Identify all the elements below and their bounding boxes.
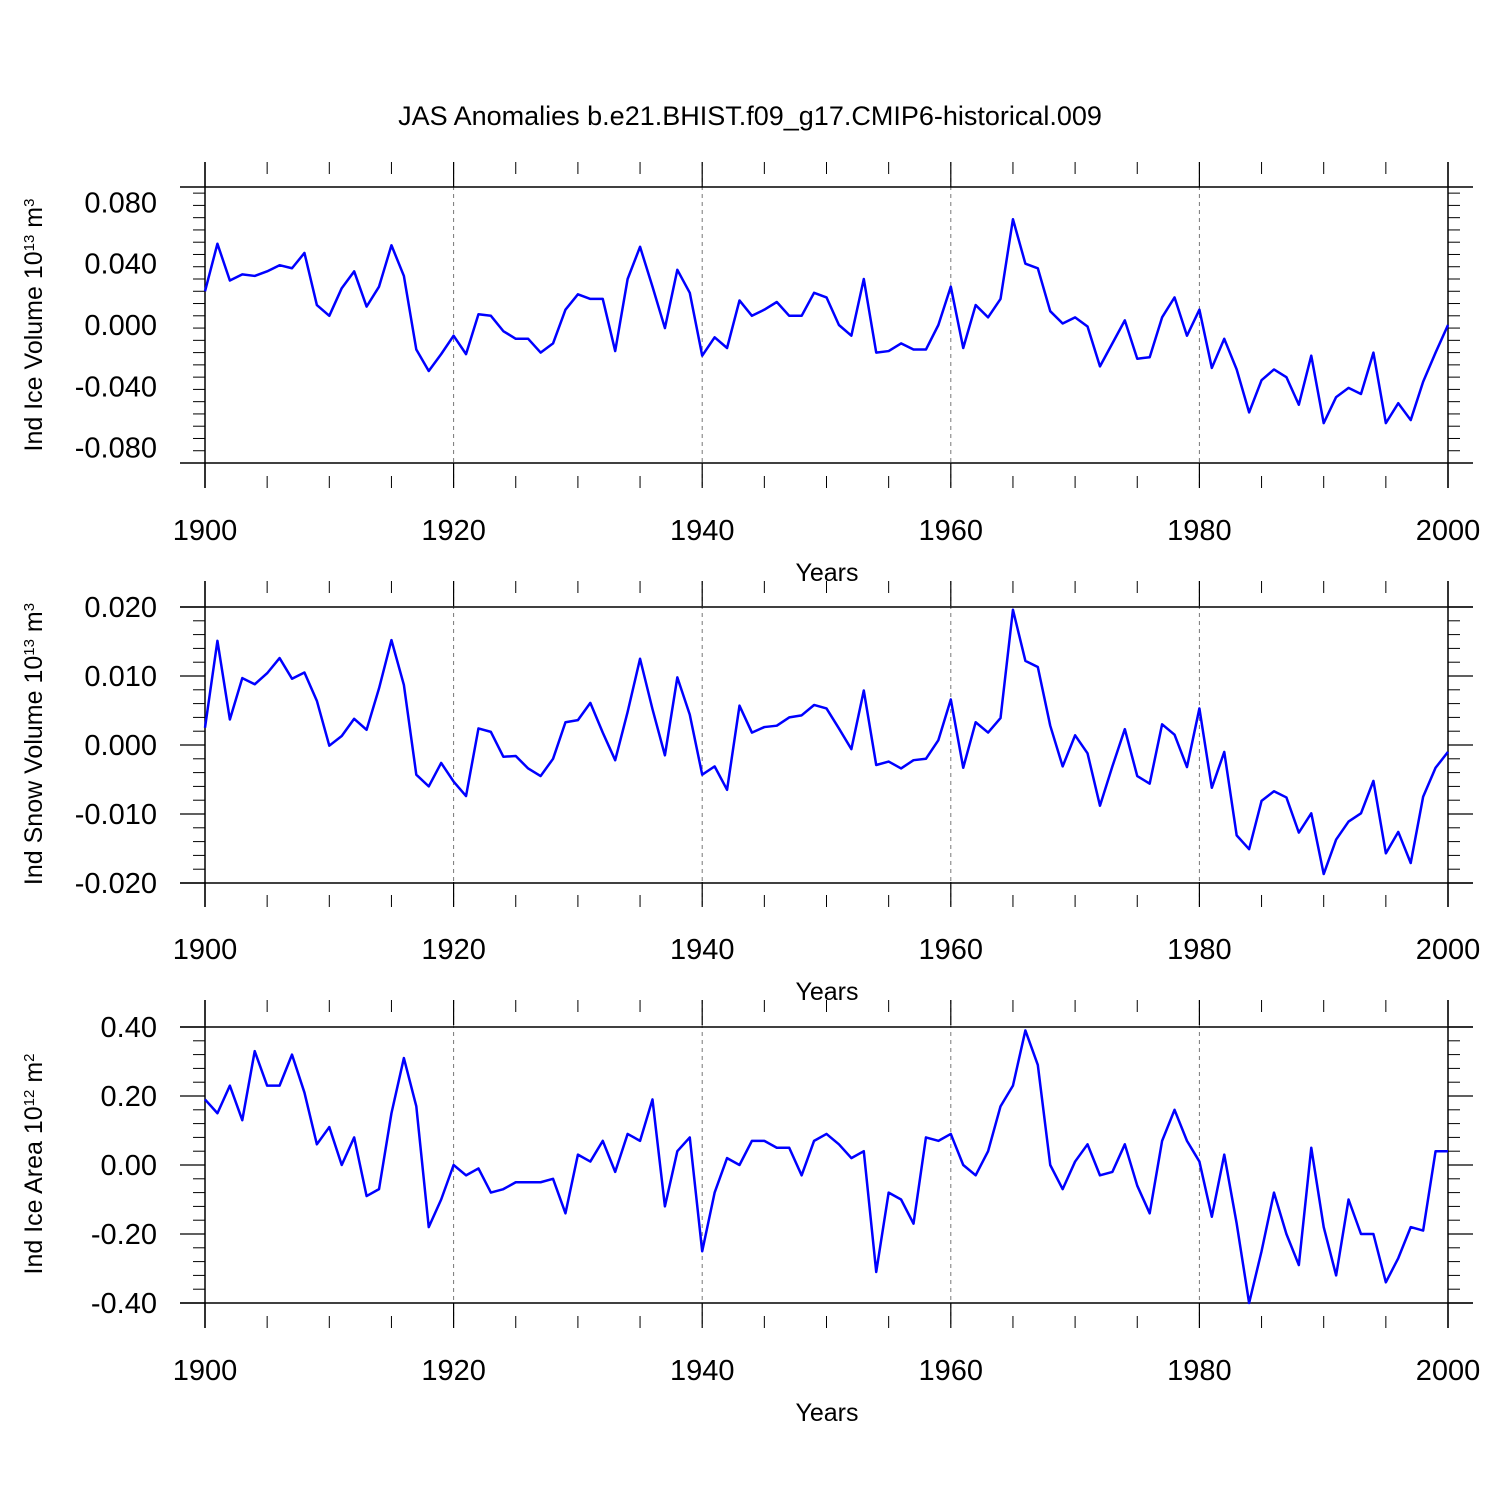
y-axis-label-superscript: 13 [21,235,38,252]
x-axis-label: Years [795,1399,858,1427]
x-tick-label: 1960 [919,1355,984,1387]
chart-panel-2: -0.020 -0.010 0.000 0.010 0.020 1900 1920 1940 1… [20,581,1480,1006]
data-series-line [203,608,1449,876]
y-axis-label-part: Ind Ice Area 10 [20,1106,48,1274]
y-axis-label: Ind Ice Area 1012 m2 [20,1054,48,1275]
y-axis-label: Ind Snow Volume 1013 m3 [20,603,48,885]
figure-title: JAS Anomalies b.e21.BHIST.f09_g17.CMIP6-… [398,101,1102,131]
chart-panel-3: -0.40 -0.20 0.00 0.20 0.40 1900 1920 1940 1960 19… [20,1000,1480,1427]
y-axis-label-part: Ind Ice Volume 10 [20,251,48,451]
y-tick-label: 0.000 [84,310,157,342]
y-tick-label: -0.40 [91,1288,157,1320]
y-axis-label-superscript: 3 [21,603,38,611]
x-tick-label: 1980 [1167,515,1232,547]
panels: -0.080 -0.040 0.000 0.040 0.080 1900 1920 1940 1… [20,162,1480,1427]
y-axis-label-part: m [20,1062,48,1090]
y-tick-label: 0.040 [84,249,157,281]
x-tick-label: 1920 [421,1355,486,1387]
x-tick-label: 1960 [919,515,984,547]
y-tick-label: 0.010 [84,661,157,693]
y-tick-label: 0.020 [84,592,157,624]
y-axis-label-superscript: 3 [21,199,38,207]
x-tick-label: 1900 [173,1355,238,1387]
y-tick-label: -0.20 [91,1219,157,1251]
x-tick-label: 1900 [173,934,238,966]
y-axis-label-part: m [20,611,48,639]
x-tick-label: 1900 [173,515,238,547]
chart-panel-1: -0.080 -0.040 0.000 0.040 0.080 1900 1920 1940 1… [20,162,1480,587]
x-tick-label: 1980 [1167,934,1232,966]
y-tick-label: -0.010 [75,799,157,831]
y-axis-label-superscript: 2 [21,1054,38,1062]
data-series-line [203,217,1450,425]
y-tick-label: 0.080 [84,187,157,219]
x-tick-label: 1940 [670,1355,735,1387]
x-tick-label: 2000 [1416,934,1481,966]
x-tick-label: 2000 [1416,1355,1481,1387]
x-tick-label: 2000 [1416,515,1481,547]
y-axis-label-part: m [20,207,48,235]
data-series-line [204,1029,1448,1305]
y-tick-label: -0.080 [75,433,157,465]
x-tick-label: 1980 [1167,1355,1232,1387]
y-tick-label: 0.20 [101,1081,157,1113]
y-tick-label: 0.00 [101,1150,157,1182]
y-tick-label: -0.020 [75,868,157,900]
y-tick-label: 0.40 [101,1012,157,1044]
x-tick-label: 1960 [919,934,984,966]
x-tick-label: 1940 [670,934,735,966]
y-axis-label-part: Ind Snow Volume 10 [20,656,48,885]
y-tick-label: 0.000 [84,730,157,762]
y-tick-label: -0.040 [75,371,157,403]
y-axis-label-superscript: 12 [21,1090,38,1107]
y-axis-label-superscript: 13 [21,639,38,656]
x-tick-label: 1940 [670,515,735,547]
y-axis-label: Ind Ice Volume 1013 m3 [20,199,48,452]
x-tick-label: 1920 [421,515,486,547]
x-tick-label: 1920 [421,934,486,966]
